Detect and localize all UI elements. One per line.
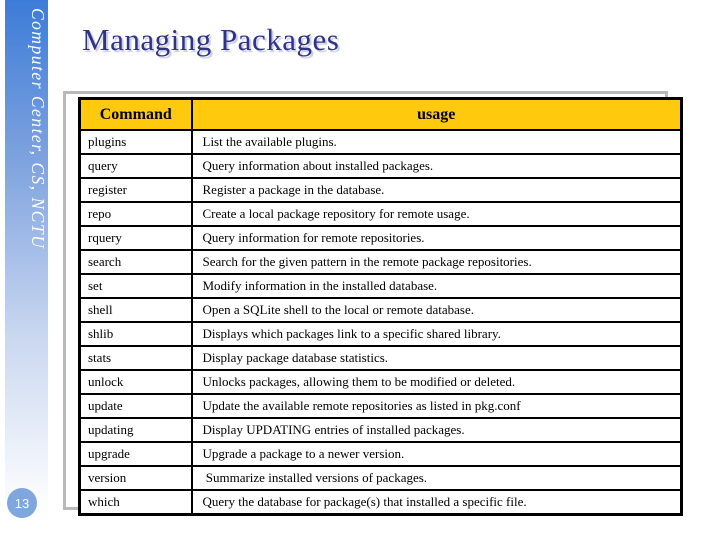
table-row: version Summarize installed versions of … — [78, 465, 683, 491]
command-table-body: plugins List the available plugins. query Q… — [78, 129, 683, 516]
column-header-command: Command — [78, 97, 193, 131]
usage-cell: Query the database for package(s) that i… — [190, 489, 683, 516]
command-cell: unlock — [78, 369, 193, 395]
command-cell: version — [78, 465, 193, 491]
table-row: rquery Query information for remote repos… — [78, 225, 683, 251]
usage-cell: Upgrade a package to a newer version. — [190, 441, 683, 467]
command-cell: set — [78, 273, 193, 299]
usage-cell: Displays which packages link to a specif… — [190, 321, 683, 347]
table-row: upgrade Upgrade a package to a newer vers… — [78, 441, 683, 467]
table-row: plugins List the available plugins. — [78, 129, 683, 155]
command-table: Command usage plugins List the available … — [78, 97, 683, 516]
usage-cell: Register a package in the database. — [190, 177, 683, 203]
usage-cell: Create a local package repository for re… — [190, 201, 683, 227]
command-table-container: Command usage plugins List the available … — [63, 91, 683, 516]
usage-cell: Display UPDATING entries of installed pa… — [190, 417, 683, 443]
table-row: search Search for the given pattern in th… — [78, 249, 683, 275]
table-row: set Modify information in the installed d… — [78, 273, 683, 299]
command-cell: repo — [78, 201, 193, 227]
table-row: shell Open a SQLite shell to the local or… — [78, 297, 683, 323]
usage-cell: Modify information in the installed data… — [190, 273, 683, 299]
command-cell: upgrade — [78, 441, 193, 467]
command-cell: updating — [78, 417, 193, 443]
table-row: query Query information about installed p… — [78, 153, 683, 179]
table-row: shlib Displays which packages link to a s… — [78, 321, 683, 347]
usage-cell: Query information for remote repositorie… — [190, 225, 683, 251]
table-header-row: Command usage — [78, 97, 683, 131]
usage-cell: Display package database statistics. — [190, 345, 683, 371]
command-cell: shell — [78, 297, 193, 323]
command-cell: search — [78, 249, 193, 275]
usage-cell: Query information about installed packag… — [190, 153, 683, 179]
page-title: Managing Packages — [82, 22, 340, 57]
command-cell: register — [78, 177, 193, 203]
usage-cell: Open a SQLite shell to the local or remo… — [190, 297, 683, 323]
table-row: register Register a package in the databa… — [78, 177, 683, 203]
table-row: unlock Unlocks packages, allowing them to… — [78, 369, 683, 395]
table-row: repo Create a local package repository fo… — [78, 201, 683, 227]
sidebar-gradient-bar: Computer Center, CS, NCTU — [5, 0, 48, 540]
usage-cell: Search for the given pattern in the remo… — [190, 249, 683, 275]
sidebar-vertical-label: Computer Center, CS, NCTU — [28, 8, 48, 250]
table-row: which Query the database for package(s) t… — [78, 489, 683, 516]
command-cell: stats — [78, 345, 193, 371]
usage-cell: Unlocks packages, allowing them to be mo… — [190, 369, 683, 395]
table-row: stats Display package database statistics… — [78, 345, 683, 371]
command-cell: query — [78, 153, 193, 179]
usage-cell: Update the available remote repositories… — [190, 393, 683, 419]
table-row: updating Display UPDATING entries of inst… — [78, 417, 683, 443]
column-header-usage: usage — [190, 97, 683, 131]
usage-cell: Summarize installed versions of packages… — [190, 465, 683, 491]
command-cell: rquery — [78, 225, 193, 251]
command-cell: shlib — [78, 321, 193, 347]
command-cell: plugins — [78, 129, 193, 155]
command-cell: which — [78, 489, 193, 516]
table-row: update Update the available remote reposi… — [78, 393, 683, 419]
usage-cell: List the available plugins. — [190, 129, 683, 155]
command-cell: update — [78, 393, 193, 419]
page-number-badge: 13 — [7, 488, 37, 518]
